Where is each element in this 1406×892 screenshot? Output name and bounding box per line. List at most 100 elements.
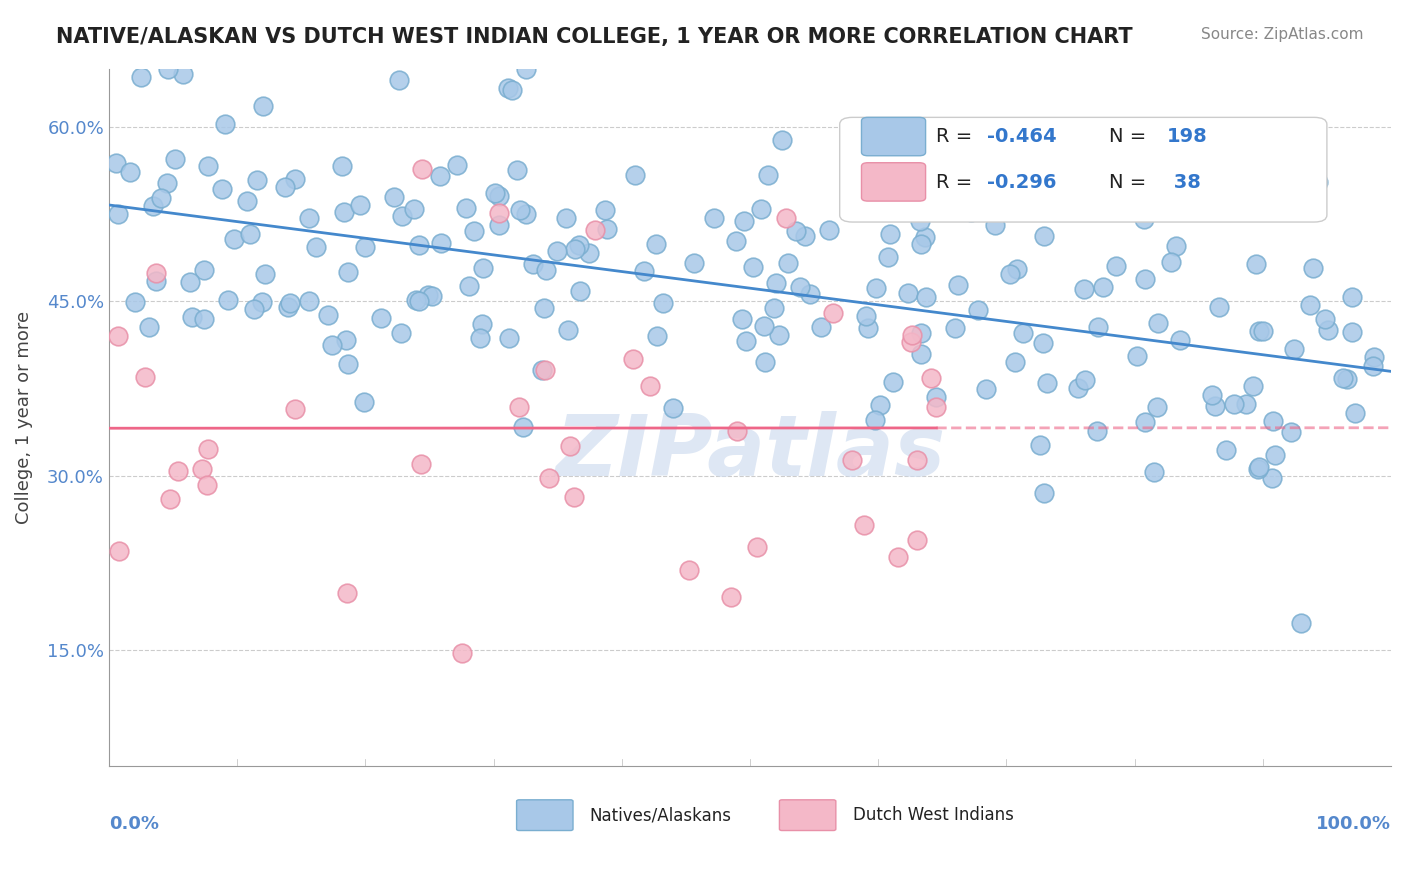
- Point: [522, 257, 544, 271]
- Point: [1073, 282, 1095, 296]
- Text: Dutch West Indians: Dutch West Indians: [852, 806, 1014, 824]
- Point: [910, 326, 932, 340]
- Point: [488, 206, 510, 220]
- Point: [879, 227, 901, 242]
- Point: [983, 218, 1005, 232]
- Point: [557, 324, 579, 338]
- Point: [104, 156, 127, 170]
- FancyBboxPatch shape: [779, 800, 835, 830]
- Point: [948, 277, 970, 292]
- Point: [429, 169, 451, 184]
- Point: [418, 288, 440, 302]
- Point: [509, 202, 531, 217]
- Point: [142, 199, 165, 213]
- Point: [1336, 372, 1358, 386]
- Point: [733, 214, 755, 228]
- Point: [900, 328, 922, 343]
- Point: [1004, 354, 1026, 368]
- Point: [1005, 261, 1028, 276]
- Point: [900, 334, 922, 349]
- Point: [429, 235, 451, 250]
- Point: [246, 173, 269, 187]
- Point: [159, 492, 181, 507]
- Point: [974, 382, 997, 396]
- Point: [150, 191, 173, 205]
- Point: [193, 262, 215, 277]
- Point: [243, 302, 266, 317]
- Point: [897, 285, 920, 300]
- Point: [145, 266, 167, 280]
- Text: R =: R =: [936, 173, 979, 192]
- Point: [752, 318, 775, 333]
- Point: [651, 295, 673, 310]
- Text: -0.296: -0.296: [987, 173, 1057, 192]
- Point: [405, 293, 427, 308]
- Point: [157, 62, 180, 76]
- Point: [1208, 300, 1230, 314]
- FancyBboxPatch shape: [862, 162, 925, 201]
- Point: [534, 263, 557, 277]
- Point: [501, 83, 523, 97]
- Point: [1279, 425, 1302, 439]
- Point: [214, 118, 236, 132]
- Point: [593, 203, 616, 218]
- Point: [1341, 290, 1364, 304]
- Point: [533, 301, 555, 315]
- Point: [254, 267, 277, 281]
- Point: [1036, 376, 1059, 390]
- Point: [725, 424, 748, 438]
- Point: [1261, 470, 1284, 484]
- Point: [623, 352, 645, 367]
- Point: [1128, 195, 1150, 210]
- Point: [211, 182, 233, 196]
- Point: [284, 401, 307, 416]
- Point: [1341, 325, 1364, 339]
- Point: [1306, 175, 1329, 189]
- Point: [250, 294, 273, 309]
- Point: [349, 198, 371, 212]
- Point: [735, 334, 758, 348]
- FancyBboxPatch shape: [516, 800, 574, 830]
- Point: [316, 308, 339, 322]
- Point: [284, 171, 307, 186]
- Point: [1143, 465, 1166, 479]
- Point: [537, 471, 560, 485]
- Point: [197, 442, 219, 457]
- Point: [224, 232, 246, 246]
- Point: [277, 300, 299, 314]
- Point: [458, 279, 481, 293]
- Point: [869, 399, 891, 413]
- Point: [107, 329, 129, 343]
- Point: [336, 586, 359, 600]
- Point: [172, 66, 194, 80]
- Point: [905, 533, 928, 548]
- Point: [236, 194, 259, 209]
- Point: [662, 401, 685, 416]
- Point: [446, 158, 468, 172]
- Point: [388, 72, 411, 87]
- Point: [179, 275, 201, 289]
- Point: [533, 363, 555, 377]
- Point: [321, 337, 343, 351]
- Point: [560, 439, 582, 453]
- Point: [776, 255, 799, 269]
- Point: [821, 306, 844, 320]
- Point: [908, 214, 931, 228]
- Point: [471, 317, 494, 331]
- Point: [562, 491, 585, 505]
- Point: [391, 209, 413, 223]
- Point: [887, 549, 910, 564]
- Point: [195, 478, 218, 492]
- Point: [915, 290, 938, 304]
- Point: [389, 326, 412, 341]
- Point: [508, 401, 530, 415]
- Point: [1168, 333, 1191, 347]
- Point: [742, 260, 765, 275]
- Point: [530, 363, 553, 377]
- Point: [333, 204, 356, 219]
- FancyBboxPatch shape: [862, 118, 925, 156]
- Point: [498, 330, 520, 344]
- Point: [1085, 424, 1108, 438]
- Point: [402, 202, 425, 216]
- Point: [775, 211, 797, 226]
